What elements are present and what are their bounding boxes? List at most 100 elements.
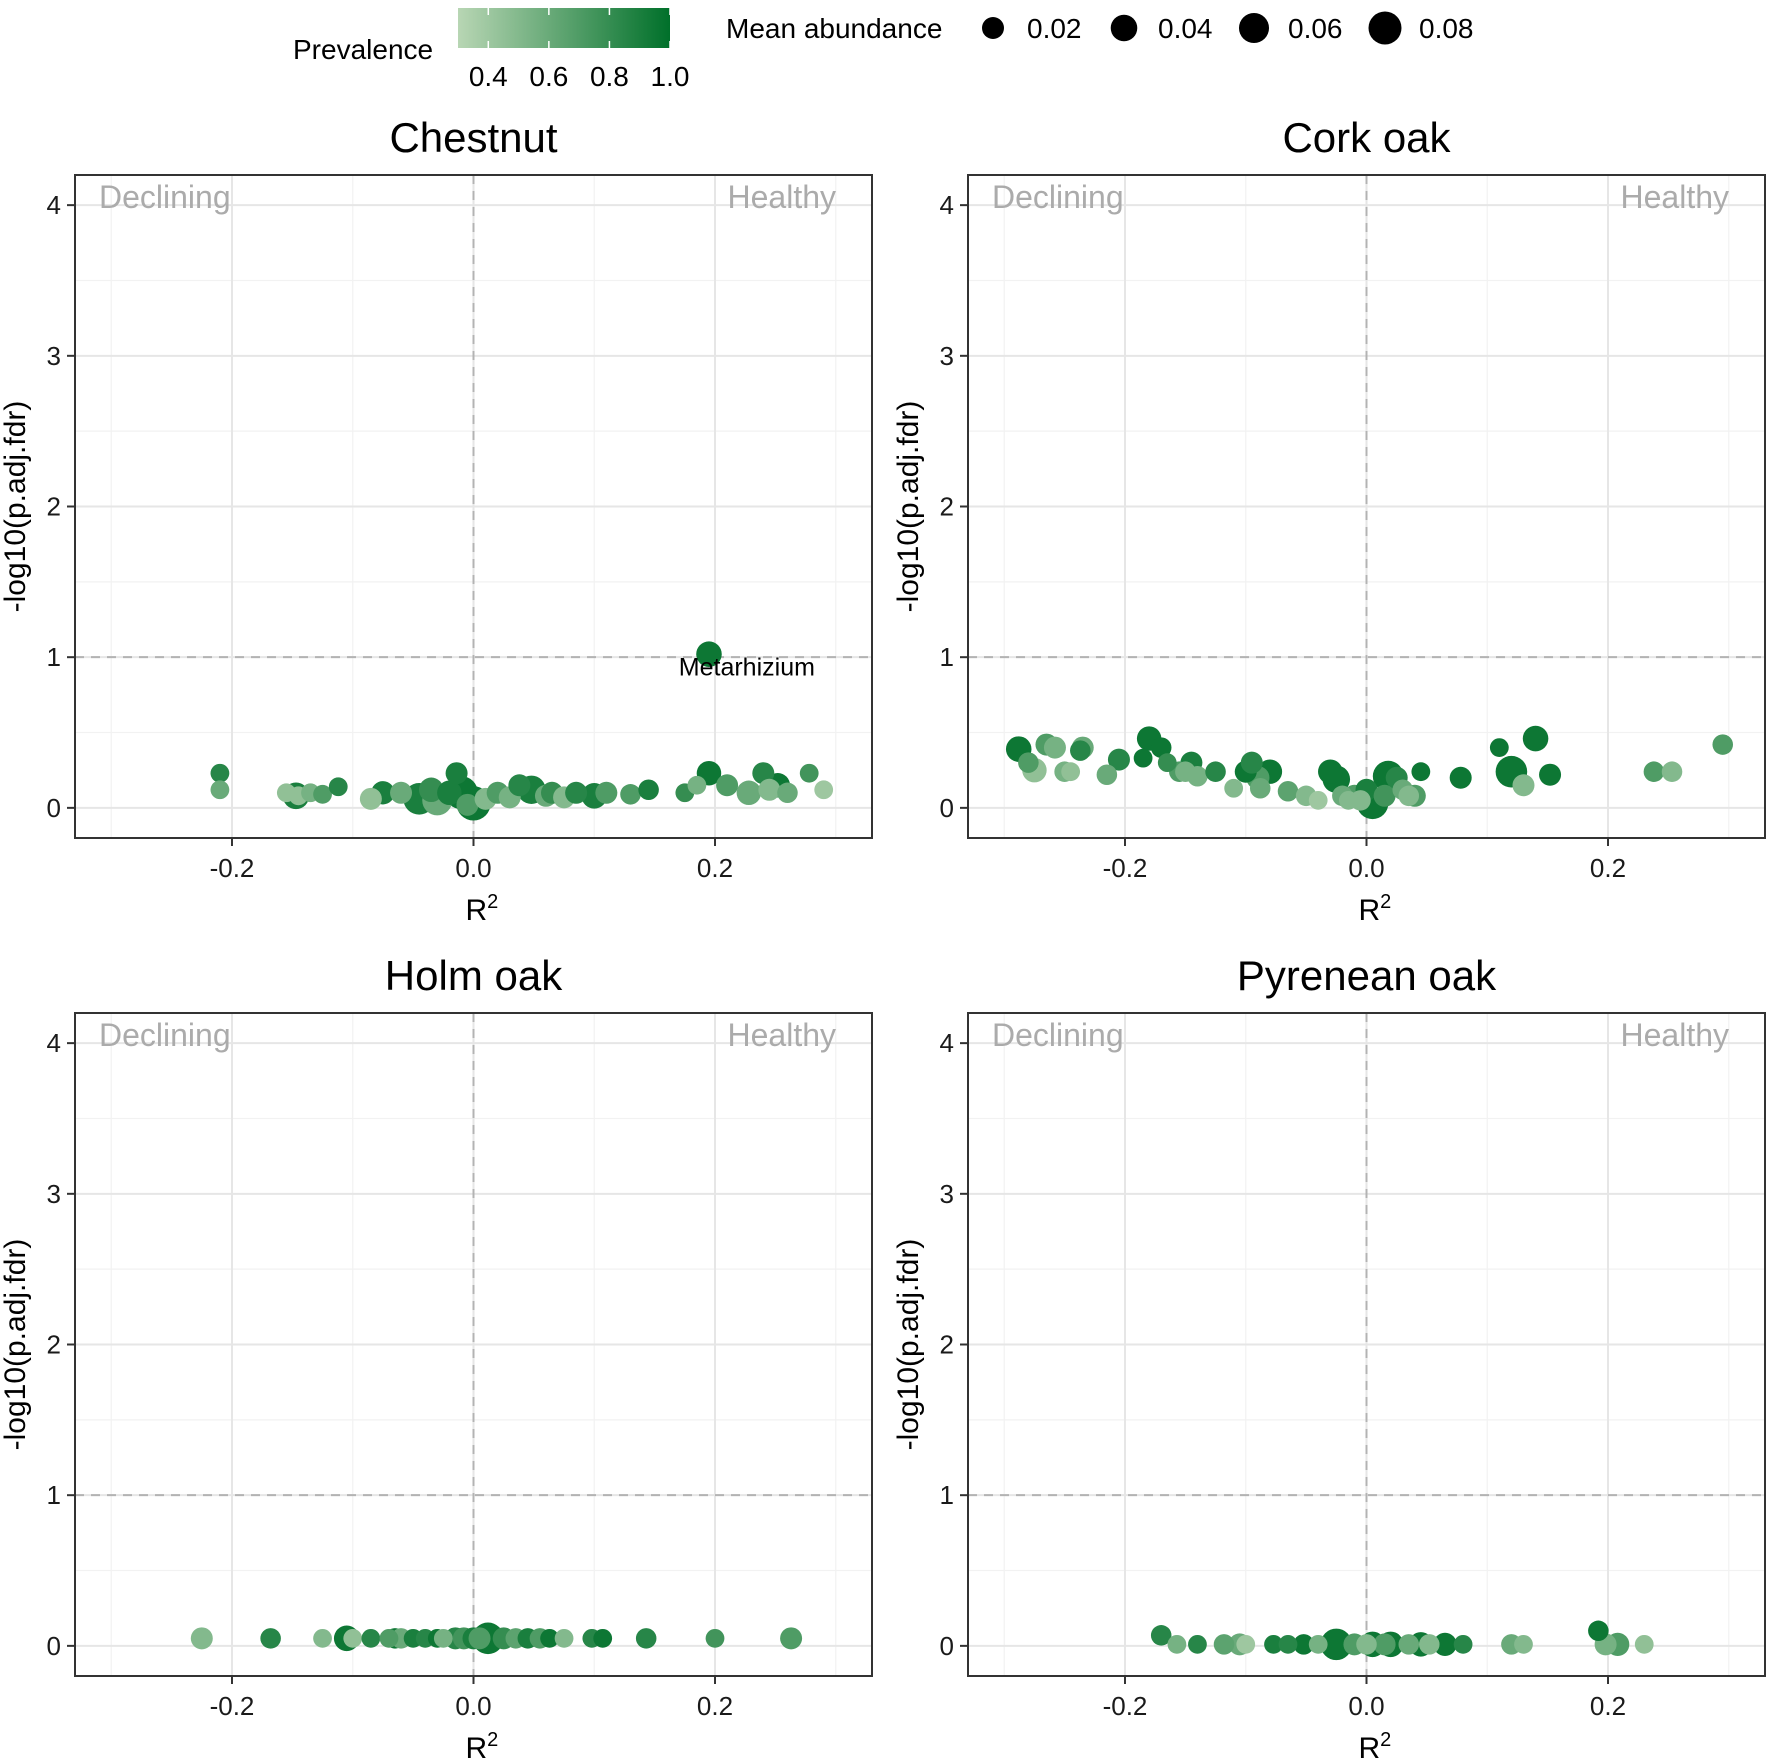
data-point bbox=[593, 1628, 613, 1648]
panels: Declining Healthy Metarhizium -0.2 0.0 0.2 0 1 2… bbox=[0, 114, 1766, 1764]
y-tick-label: 1 bbox=[940, 1480, 954, 1510]
y-tick-label: 2 bbox=[940, 492, 954, 522]
data-point bbox=[1205, 761, 1226, 782]
data-point bbox=[696, 641, 722, 667]
points bbox=[1005, 725, 1733, 820]
data-point bbox=[1236, 1634, 1256, 1654]
panel-title: Holm oak bbox=[385, 952, 563, 999]
data-point bbox=[1277, 781, 1299, 802]
panel-title: Cork oak bbox=[1282, 114, 1451, 161]
data-point bbox=[1150, 1625, 1172, 1646]
corner-label-healthy: Healthy bbox=[728, 1017, 837, 1053]
prevalence-legend-title: Prevalence bbox=[293, 34, 433, 65]
y-tick-label: 2 bbox=[47, 1330, 61, 1360]
y-tick-label: 4 bbox=[47, 1028, 61, 1058]
data-point bbox=[635, 1628, 657, 1649]
x-tick-label: 0.2 bbox=[697, 1691, 733, 1721]
data-point bbox=[1061, 762, 1081, 782]
data-point bbox=[1338, 790, 1358, 810]
x-tick-label: 0.2 bbox=[697, 853, 733, 883]
data-point bbox=[343, 1628, 363, 1648]
x-tick-label: 0.0 bbox=[455, 853, 491, 883]
data-point bbox=[1514, 1634, 1533, 1654]
y-tick-label: 2 bbox=[47, 492, 61, 522]
data-point bbox=[1453, 1634, 1473, 1654]
x-axis-title-base: R bbox=[466, 894, 488, 927]
x-tick-label: -0.2 bbox=[1103, 853, 1148, 883]
data-point bbox=[418, 777, 444, 803]
panel-holm-oak: Declining Healthy -0.2 0.0 0.2 0 1 2 3 4 Holm oak R… bbox=[0, 952, 873, 1764]
x-tick-label: 0.2 bbox=[1590, 853, 1626, 883]
legend: Prevalence 0.4 0.6 0.8 1.0 Mean abundance 0… bbox=[293, 8, 1474, 92]
data-point bbox=[1308, 1634, 1328, 1654]
x-axis-title-superscript: 2 bbox=[487, 891, 498, 913]
data-point bbox=[437, 780, 462, 806]
data-point bbox=[1643, 761, 1665, 782]
data-point bbox=[1489, 738, 1509, 757]
prevalence-tick-label: 1.0 bbox=[651, 61, 690, 92]
data-point bbox=[565, 781, 588, 804]
corner-label-declining: Declining bbox=[992, 1017, 1124, 1053]
abundance-legend-items: 0.02 0.04 0.06 0.08 bbox=[982, 11, 1474, 45]
panel-chestnut: Declining Healthy Metarhizium -0.2 0.0 0.2 0 1 2… bbox=[0, 114, 873, 927]
corner-label-declining: Declining bbox=[992, 179, 1124, 215]
data-point bbox=[1213, 1634, 1235, 1655]
data-point bbox=[1449, 766, 1472, 789]
data-point bbox=[1043, 736, 1066, 759]
x-axis-title: R2 bbox=[1359, 891, 1392, 927]
data-point bbox=[716, 774, 739, 797]
data-point bbox=[260, 1628, 281, 1649]
data-point bbox=[210, 780, 230, 800]
data-point bbox=[777, 782, 798, 804]
data-point bbox=[554, 1628, 574, 1648]
y-tick-label: 4 bbox=[940, 1028, 954, 1058]
data-point bbox=[1356, 1634, 1377, 1655]
data-point bbox=[1187, 765, 1208, 787]
x-axis-title-base: R bbox=[1359, 894, 1381, 927]
data-point bbox=[687, 775, 707, 795]
x-tick-label: 0.0 bbox=[1348, 853, 1384, 883]
data-point bbox=[1018, 752, 1039, 773]
points bbox=[1150, 1620, 1654, 1661]
prevalence-tick-label: 0.8 bbox=[590, 61, 629, 92]
prevalence-ticks: 0.4 0.6 0.8 1.0 bbox=[469, 8, 690, 92]
data-point bbox=[1433, 1632, 1457, 1657]
x-tick-label: 0.0 bbox=[455, 1691, 491, 1721]
data-point bbox=[1398, 1634, 1420, 1655]
data-point bbox=[1588, 1620, 1609, 1642]
points bbox=[210, 641, 834, 821]
data-point bbox=[1318, 759, 1343, 784]
abundance-legend-dot bbox=[1110, 14, 1138, 42]
y-tick-label: 4 bbox=[940, 190, 954, 220]
data-point bbox=[1224, 778, 1244, 798]
data-point bbox=[190, 1627, 213, 1650]
x-axis-title: R2 bbox=[466, 1729, 499, 1764]
data-point bbox=[752, 762, 775, 785]
abundance-legend-label: 0.02 bbox=[1027, 13, 1082, 44]
corner-label-declining: Declining bbox=[99, 179, 231, 215]
y-tick-label: 3 bbox=[47, 1179, 61, 1209]
data-point bbox=[1278, 1634, 1298, 1654]
y-tick-label: 0 bbox=[940, 1631, 954, 1661]
data-point bbox=[1249, 778, 1271, 799]
abundance-legend-dot bbox=[982, 17, 1004, 39]
y-tick-label: 1 bbox=[940, 642, 954, 672]
data-point bbox=[1419, 1634, 1440, 1655]
data-point bbox=[1712, 734, 1733, 755]
data-point bbox=[328, 777, 348, 797]
data-point bbox=[379, 1628, 399, 1648]
x-tick-label: -0.2 bbox=[210, 853, 255, 883]
y-tick-label: 0 bbox=[940, 793, 954, 823]
data-point bbox=[390, 781, 413, 804]
abundance-legend-label: 0.04 bbox=[1158, 13, 1213, 44]
y-tick-label: 3 bbox=[940, 1179, 954, 1209]
data-point bbox=[1188, 1634, 1207, 1654]
panel-title: Chestnut bbox=[389, 114, 557, 161]
data-point bbox=[1373, 1633, 1396, 1656]
point-annotation: Metarhizium bbox=[679, 653, 815, 681]
x-axis-title-superscript: 2 bbox=[1380, 1729, 1391, 1751]
data-point bbox=[814, 780, 834, 800]
data-point bbox=[540, 1628, 559, 1648]
data-point bbox=[595, 781, 618, 804]
abundance-legend-dot bbox=[1368, 11, 1402, 45]
